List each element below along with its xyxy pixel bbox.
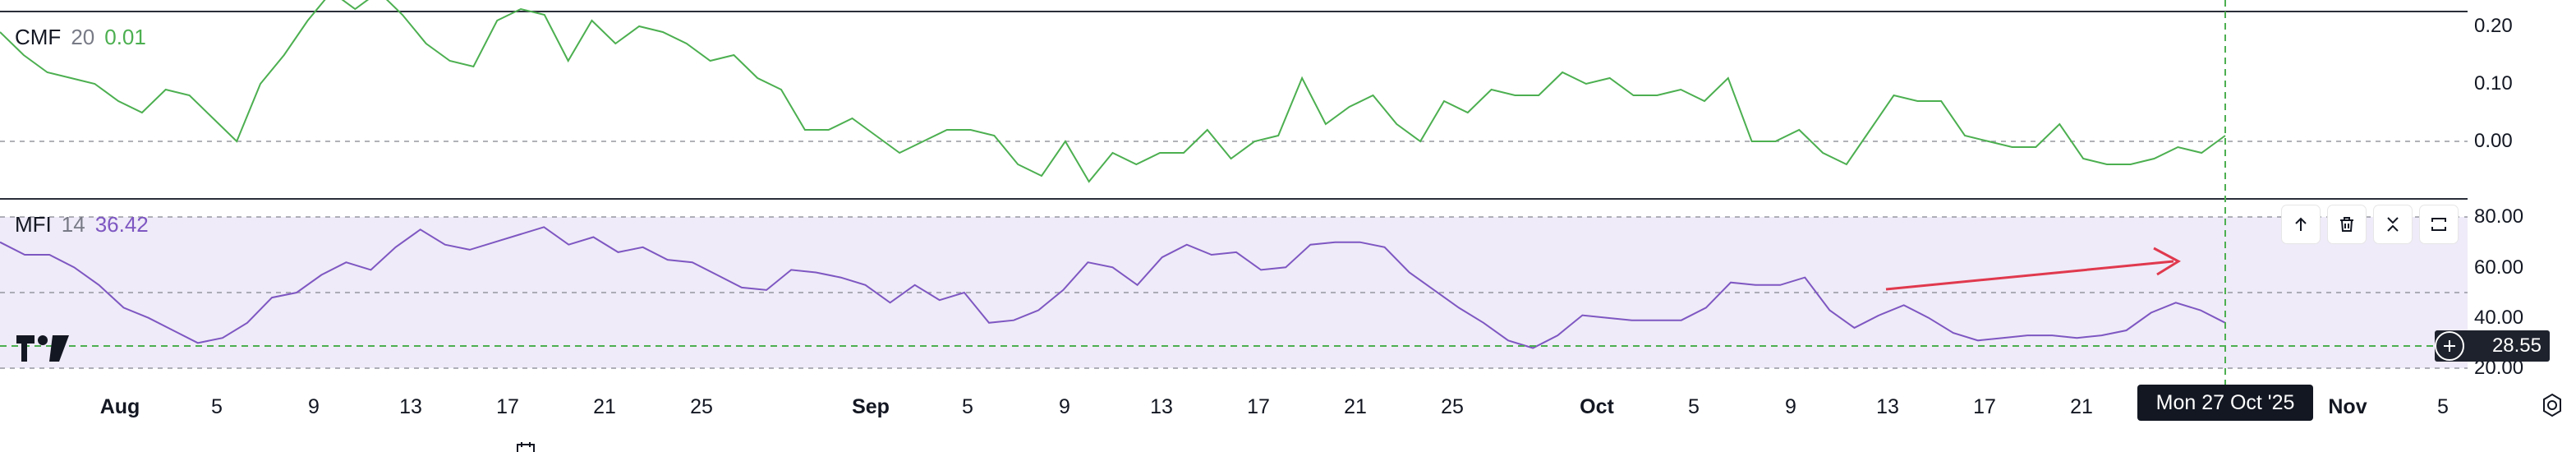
mfi-legend-name: MFI [15,212,52,237]
x-axis-tick: 17 [496,395,519,418]
mfi-legend[interactable]: MFI 14 36.42 [15,212,149,238]
delete-pane-button[interactable] [2328,205,2366,243]
x-axis-tick: 9 [308,395,320,418]
x-axis-tick: 21 [1344,395,1367,418]
x-axis-tick: 5 [2437,395,2449,418]
x-axis-tick: 21 [2070,395,2093,418]
collapse-icon [2387,217,2399,232]
x-axis-tick: 9 [1059,395,1070,418]
cmf-legend-value: 0.01 [104,25,146,49]
plus-icon [2444,340,2455,352]
cmf-axis-tick: 0.20 [2474,15,2513,37]
maximize-icon [2431,218,2446,231]
mfi-axis-tick: 40.00 [2474,307,2524,329]
add-alert-button[interactable] [2435,331,2464,361]
arrow-up-icon [2295,217,2307,231]
trend-arrow-drawing[interactable] [1885,247,2182,291]
collapse-pane-button[interactable] [2374,205,2412,243]
x-axis-tick: Sep [852,395,890,418]
x-axis-tick: 17 [1247,395,1270,418]
gear-icon[interactable] [2540,393,2564,417]
cmf-legend-length: 20 [71,25,95,49]
mfi-axis-tick: 80.00 [2474,205,2524,228]
x-axis-tick: 17 [1973,395,1996,418]
mfi-legend-value: 36.42 [94,212,149,237]
mfi-series-line [0,226,2226,349]
x-axis-tick: 13 [1876,395,1899,418]
x-axis-tick: Nov [2328,395,2367,418]
maximize-pane-button[interactable] [2420,205,2458,243]
move-pane-up-button[interactable] [2282,205,2320,243]
cmf-legend-name: CMF [15,25,62,49]
x-axis-tick: 21 [593,395,616,418]
calendar-icon[interactable] [514,442,537,452]
trash-icon [2340,217,2353,232]
x-axis-tick: 9 [1785,395,1796,418]
mfi-legend-length: 14 [61,212,85,237]
x-axis-tick: 13 [1150,395,1173,418]
x-axis-tick: 5 [962,395,973,418]
x-axis-tick: 13 [399,395,422,418]
mfi-axis-tick: 60.00 [2474,256,2524,279]
x-axis-tick: Aug [99,395,140,418]
tradingview-logo-icon [16,335,69,362]
x-axis-tick: 5 [1688,395,1700,418]
pane-toolbar [2282,205,2458,243]
x-axis-tick: 25 [1441,395,1464,418]
cmf-axis-tick: 0.10 [2474,72,2513,95]
x-axis-tick: 25 [690,395,713,418]
cmf-axis-tick: 0.00 [2474,130,2513,152]
crosshair-date-label: Mon 27 Oct '25 [2137,385,2313,421]
cmf-legend[interactable]: CMF 20 0.01 [15,25,146,50]
x-axis-tick: Oct [1580,395,1614,418]
x-axis-tick: 5 [211,395,223,418]
cmf-series-line [0,0,2226,183]
